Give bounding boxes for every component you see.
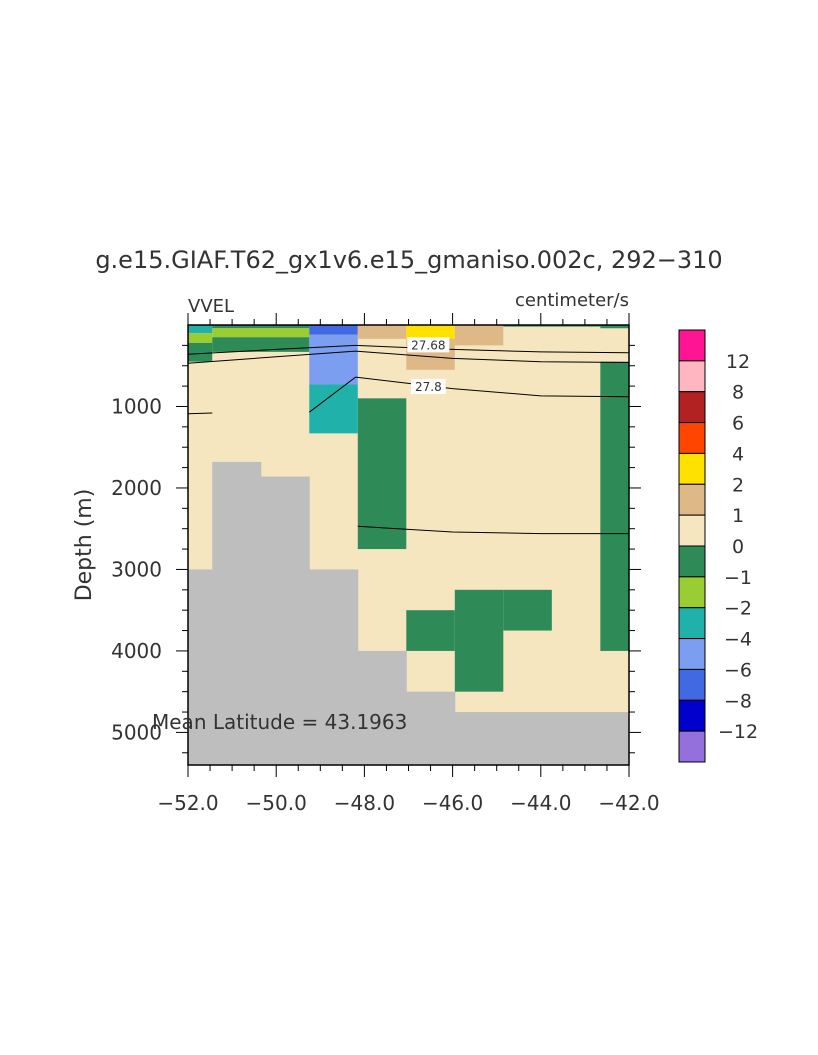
velocity-cell — [188, 333, 213, 343]
colorbar-label: 6 — [732, 413, 744, 435]
colorbar-label: 1 — [732, 505, 744, 527]
velocity-cell — [212, 328, 310, 338]
velocity-cell — [188, 342, 213, 362]
colorbar-swatch — [678, 576, 706, 609]
velocity-cell — [309, 334, 358, 385]
contour-label: 27.68 — [411, 338, 445, 352]
colorbar-label: −2 — [724, 598, 752, 620]
y-tick-label: 4000 — [111, 639, 162, 663]
colorbar-swatch — [678, 514, 706, 547]
density-contour — [187, 344, 630, 355]
colorbar-label: −1 — [724, 567, 752, 589]
velocity-cell — [212, 325, 310, 329]
land-mask — [454, 712, 630, 765]
y-tick-label: 1000 — [111, 394, 162, 418]
x-tick-label: −42.0 — [598, 791, 659, 815]
velocity-cell — [212, 337, 310, 352]
colorbar-swatch — [678, 607, 706, 640]
y-tick-label: 3000 — [111, 557, 162, 581]
density-contour — [357, 525, 629, 535]
colorbar-label: −12 — [718, 721, 758, 743]
colorbar-swatch — [678, 360, 706, 393]
velocity-cell — [454, 325, 504, 346]
velocity-cell — [188, 325, 213, 334]
colorbar-swatch — [678, 730, 706, 763]
plot-area — [188, 325, 630, 765]
y-axis: 1000 2000 3000 4000 5000 — [111, 344, 641, 754]
land-mask — [260, 476, 310, 765]
colorbar-label: −8 — [724, 690, 752, 712]
velocity-cell — [309, 325, 358, 335]
x-axis: −52.0 −50.0 −48.0 −46.0 −44.0 −42.0 — [157, 313, 660, 815]
colorbar-swatch — [678, 391, 706, 424]
velocity-cell — [309, 384, 358, 434]
velocity-cell — [357, 325, 407, 339]
density-contour — [187, 350, 630, 364]
colorbar-swatch — [678, 668, 706, 701]
y-axis-label: Depth (m) — [72, 489, 97, 602]
colorbar: 12 8 6 4 2 1 0 −1 −2 −4 −6 −8 −12 — [678, 329, 758, 763]
colorbar-label: −4 — [724, 629, 752, 651]
velocity-cell — [406, 610, 455, 651]
x-tick-label: −48.0 — [334, 791, 395, 815]
land-mask — [309, 569, 359, 765]
density-contour — [187, 412, 213, 415]
land-mask — [212, 461, 262, 765]
velocity-cell — [503, 589, 552, 631]
mean-latitude-annotation: Mean Latitude = 43.1963 — [152, 710, 407, 734]
colorbar-label: 0 — [732, 536, 744, 558]
colorbar-swatch — [678, 422, 706, 454]
velocity-cell — [406, 325, 455, 339]
velocity-cell — [454, 589, 504, 692]
x-tick-label: −44.0 — [510, 791, 571, 815]
contour-label: 27.8 — [415, 380, 442, 394]
velocity-cell — [503, 325, 601, 327]
colorbar-label: 4 — [732, 443, 744, 465]
chart-title: g.e15.GIAF.T62_gx1v6.e15_gmaniso.002c, 2… — [95, 246, 722, 274]
colorbar-swatch — [678, 452, 706, 485]
contour-lines: 27.68 27.8 — [187, 337, 630, 535]
x-tick-label: −46.0 — [422, 791, 483, 815]
x-tick-label: −52.0 — [157, 791, 218, 815]
colorbar-swatch — [678, 329, 706, 362]
land-mask — [188, 569, 213, 765]
velocity-cell — [357, 398, 407, 550]
colorbar-label: 2 — [732, 474, 744, 496]
x-tick-label: −50.0 — [246, 791, 307, 815]
land-mask — [406, 691, 456, 765]
units-label: centimeter/s — [515, 290, 629, 311]
velocity-cell — [600, 361, 629, 651]
colorbar-swatch — [678, 483, 706, 516]
land-mask — [357, 650, 407, 765]
density-contour — [308, 376, 630, 413]
colorbar-swatch — [678, 545, 706, 578]
colorbar-swatch — [678, 699, 706, 732]
y-tick-label: 5000 — [111, 720, 162, 744]
contour-label-background — [410, 378, 446, 394]
y-tick-label: 2000 — [111, 476, 162, 500]
colorbar-label: 8 — [732, 382, 744, 404]
colorbar-label: 12 — [726, 351, 750, 373]
colorbar-label: −6 — [724, 659, 752, 681]
variable-label: VVEL — [188, 296, 234, 317]
colorbar-swatch — [678, 638, 706, 670]
contour-label-background — [407, 337, 450, 353]
velocity-cell — [600, 325, 629, 329]
